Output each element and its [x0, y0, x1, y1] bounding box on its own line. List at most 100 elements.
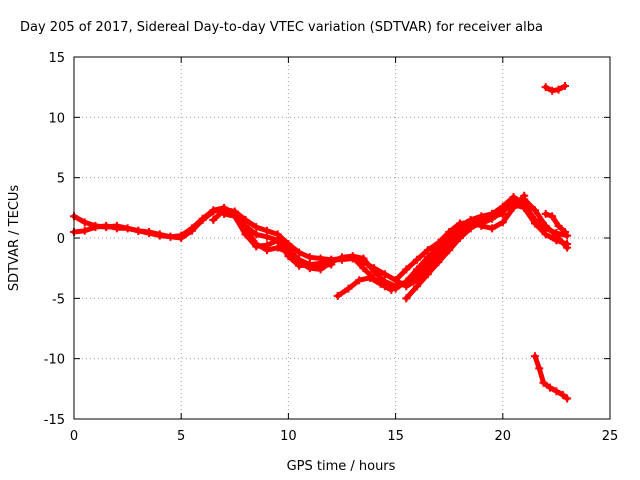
data-point	[455, 234, 464, 242]
data-point	[355, 276, 364, 285]
data-point	[241, 230, 250, 239]
data-point	[327, 255, 336, 264]
data-point	[102, 223, 111, 232]
data-point	[402, 265, 411, 274]
data-point	[295, 248, 304, 257]
data-point	[338, 254, 346, 263]
data-point	[230, 212, 239, 221]
data-point	[376, 279, 385, 288]
data-point	[123, 224, 132, 233]
plot-area	[70, 81, 572, 403]
data-point	[252, 242, 261, 251]
data-point	[380, 270, 389, 279]
grid-lines	[74, 57, 610, 419]
data-point	[488, 224, 497, 233]
series-track-6	[402, 209, 507, 303]
data-point	[209, 215, 218, 224]
data-point	[166, 232, 175, 241]
data-point	[541, 83, 550, 92]
data-point	[445, 227, 454, 236]
data-point	[434, 238, 443, 247]
data-point	[413, 265, 422, 274]
series-track-4	[220, 195, 572, 293]
data-point	[423, 270, 432, 279]
data-point	[252, 223, 261, 232]
data-point	[198, 214, 207, 223]
y-tick-label: 10	[48, 111, 65, 126]
data-point	[554, 85, 563, 94]
chart-title: Day 205 of 2017, Sidereal Day-to-day VTE…	[20, 20, 543, 35]
data-point	[563, 394, 572, 403]
data-point	[273, 236, 282, 245]
data-point	[488, 212, 497, 221]
data-point	[535, 364, 544, 373]
data-point	[145, 227, 154, 236]
y-tick-label: -15	[44, 413, 65, 428]
series-track	[210, 201, 570, 289]
data-point	[548, 86, 557, 95]
y-tick-label: -5	[52, 292, 65, 307]
data-point	[423, 253, 432, 262]
data-point	[413, 282, 422, 291]
x-axis: 0 5 10 15 20 25	[70, 57, 618, 444]
data-point	[552, 387, 561, 396]
y-tick-label: -10	[44, 353, 65, 368]
data-point	[477, 221, 486, 230]
data-point	[545, 383, 554, 392]
data-point	[498, 218, 507, 227]
data-point	[530, 206, 539, 215]
data-point	[370, 267, 379, 276]
data-point	[348, 253, 357, 262]
data-point	[305, 253, 314, 262]
data-point	[80, 226, 89, 235]
data-point	[554, 221, 563, 230]
data-point	[539, 378, 548, 387]
series-track-8	[541, 81, 569, 95]
data-point	[455, 219, 464, 228]
data-point	[402, 294, 411, 303]
series-track	[543, 211, 568, 235]
series-track-5	[333, 273, 396, 300]
data-point	[530, 219, 539, 228]
series-track-7	[391, 191, 529, 285]
data-point	[359, 264, 368, 273]
data-point	[552, 231, 561, 240]
y-tick-label: 0	[57, 232, 65, 247]
data-point	[91, 221, 100, 230]
series-track	[335, 275, 394, 299]
data-point	[252, 230, 261, 239]
data-point	[520, 191, 529, 200]
data-point	[112, 221, 121, 230]
data-point	[530, 352, 539, 361]
data-point	[365, 273, 374, 282]
data-point	[541, 209, 550, 218]
x-tick-label: 20	[495, 429, 512, 444]
data-point	[548, 212, 557, 221]
x-tick-label: 10	[280, 429, 297, 444]
data-point	[498, 209, 507, 218]
series-track	[403, 211, 506, 301]
data-point	[560, 227, 569, 236]
data-point	[333, 291, 342, 300]
data-point	[295, 261, 304, 270]
x-tick-label: 0	[70, 429, 78, 444]
x-tick-label: 15	[387, 429, 404, 444]
data-point	[80, 218, 89, 227]
x-axis-label: GPS time / hours	[287, 459, 396, 474]
data-point	[509, 203, 518, 212]
data-point	[262, 232, 271, 241]
data-point	[305, 260, 314, 269]
y-tick-label: 5	[57, 172, 65, 187]
data-point	[563, 243, 572, 252]
data-point	[187, 224, 196, 233]
data-point	[560, 81, 569, 90]
x-tick-label: 5	[177, 429, 185, 444]
data-point	[445, 246, 454, 255]
y-axis-label: SDTVAR / TECUs	[7, 185, 22, 292]
data-point	[413, 255, 422, 264]
data-point	[177, 231, 186, 240]
data-point	[520, 203, 529, 212]
data-point	[423, 246, 432, 255]
data-point	[391, 276, 400, 285]
data-point	[402, 277, 411, 286]
